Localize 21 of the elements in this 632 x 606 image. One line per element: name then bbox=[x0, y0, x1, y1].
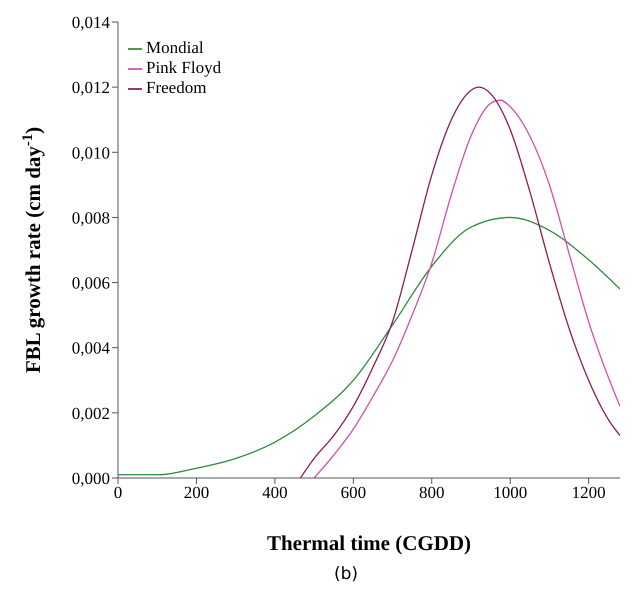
y-tick-label: 0,010 bbox=[72, 143, 110, 162]
x-tick-label: 400 bbox=[262, 483, 288, 502]
x-tick-label: 1200 bbox=[572, 483, 606, 502]
y-tick-label: 0,008 bbox=[72, 208, 110, 228]
y-tick-label: 0,014 bbox=[72, 13, 110, 32]
x-tick-label: 800 bbox=[419, 483, 444, 502]
y-tick-label: 0,002 bbox=[72, 404, 110, 423]
y-tick-label: 0,000 bbox=[72, 469, 110, 488]
x-tick-label: 0 bbox=[114, 483, 122, 502]
y-tick-label: 0,004 bbox=[72, 338, 110, 358]
x-tick-label: 200 bbox=[184, 483, 210, 502]
legend-label: Freedom bbox=[146, 78, 206, 97]
x-axis-title: Thermal time (CGDD) bbox=[266, 531, 472, 555]
y-tick-label: 0,012 bbox=[72, 78, 110, 98]
legend-label: Mondial bbox=[146, 38, 204, 57]
y-tick-label: 0,006 bbox=[72, 274, 110, 293]
x-tick-label: 1000 bbox=[493, 483, 528, 502]
x-tick-label: 600 bbox=[340, 483, 366, 502]
text: (b) bbox=[332, 564, 360, 584]
legend-label: Pink Floyd bbox=[146, 58, 222, 77]
line-series bbox=[118, 216, 620, 476]
